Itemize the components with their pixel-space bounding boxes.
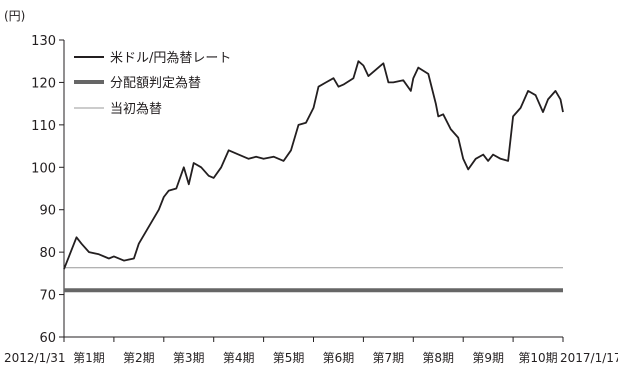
y-tick-label: 90 [39, 204, 56, 219]
legend-label-distribution-fx: 分配額判定為替 [110, 75, 201, 91]
legend-label-usdjpy: 米ドル/円為替レート [110, 50, 231, 66]
y-tick-label: 110 [31, 119, 56, 134]
y-tick-label: 80 [39, 246, 56, 261]
x-start-label: 2012/1/31 [4, 351, 66, 365]
y-tick-label: 100 [31, 161, 56, 176]
legend: 米ドル/円為替レート 分配額判定為替 当初為替 [74, 50, 231, 117]
y-unit-label: (円) [4, 9, 25, 23]
y-tick-label: 120 [31, 76, 56, 91]
x-category-label: 第3期 [173, 351, 205, 365]
x-end-label: 2017/1/17 [560, 351, 618, 365]
x-category-label: 第1期 [73, 351, 105, 365]
series-usdjpy-line [63, 60, 564, 270]
x-category-label: 第8期 [422, 351, 454, 365]
x-category-label: 第5期 [273, 351, 305, 365]
y-tick-label: 70 [39, 289, 56, 304]
x-category-label: 第9期 [472, 351, 504, 365]
x-category-label: 第4期 [223, 351, 255, 365]
x-category-label: 第2期 [123, 351, 155, 365]
x-category-label: 第10期 [518, 351, 557, 365]
y-tick-label: 130 [31, 34, 56, 49]
x-category-label: 第7期 [373, 351, 405, 365]
legend-label-initial-fx: 当初為替 [110, 101, 162, 117]
x-category-label: 第6期 [323, 351, 355, 365]
y-tick-label: 60 [39, 331, 56, 346]
